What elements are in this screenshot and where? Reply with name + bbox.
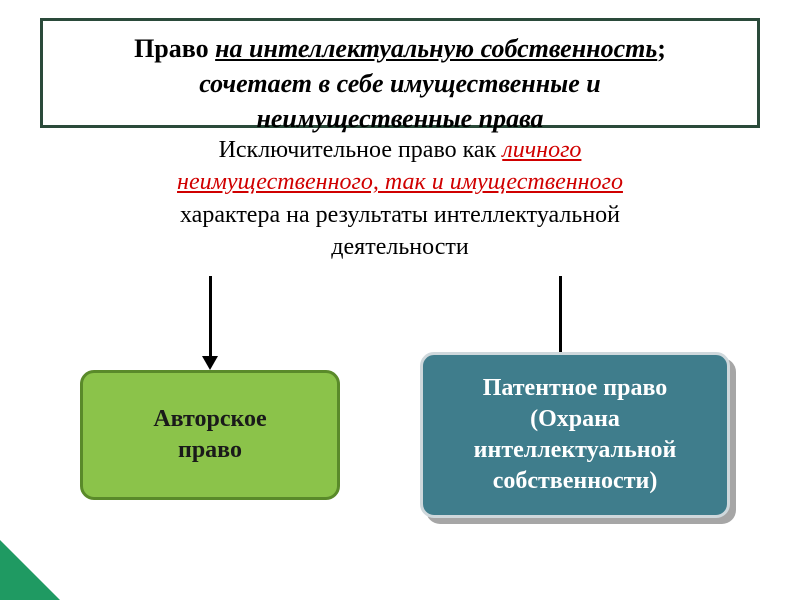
subtitle-line2-red: неимущественного, так и имущественного xyxy=(177,169,623,195)
node-left-line1: Авторское xyxy=(153,406,266,432)
arrow-left xyxy=(202,276,218,370)
subtitle-line1-plain: Исключительное право как xyxy=(219,137,503,163)
node-patent-rights: Патентное право (Охрана интеллектуальной… xyxy=(420,352,730,518)
node-right-line3: интеллектуальной xyxy=(474,437,677,463)
node-right-line4: собственности) xyxy=(493,468,658,494)
title-line3: неимущественные права xyxy=(256,104,543,133)
node-right-line1: Патентное право xyxy=(483,375,668,401)
title-line1-main: на интеллектуальную собственность xyxy=(215,34,657,63)
corner-decoration xyxy=(0,540,60,600)
node-left-line2: право xyxy=(178,437,242,463)
node-author-rights: Авторское право xyxy=(80,370,340,500)
node-author-rights-label: Авторское право xyxy=(153,404,266,466)
title-box: Право на интеллектуальную собственность;… xyxy=(40,18,760,128)
arrow-right-shaft xyxy=(559,276,562,356)
subtitle-line3: характера на результаты интеллектуальной xyxy=(180,202,620,228)
subtitle-line1-red: личного xyxy=(502,137,581,163)
arrow-left-shaft xyxy=(209,276,212,356)
node-patent-rights-label: Патентное право (Охрана интеллектуальной… xyxy=(474,373,677,498)
subtitle-line4: деятельности xyxy=(331,234,468,260)
title-line1-suffix: ; xyxy=(657,34,666,63)
title-text: Право на интеллектуальную собственность;… xyxy=(63,31,737,136)
node-right-line2: (Охрана xyxy=(530,406,620,432)
title-line2: сочетает в себе имущественные и xyxy=(199,69,600,98)
title-line1-prefix: Право xyxy=(134,34,215,63)
subtitle-block: Исключительное право как личного неимуще… xyxy=(80,134,720,264)
arrow-left-head xyxy=(202,356,218,370)
